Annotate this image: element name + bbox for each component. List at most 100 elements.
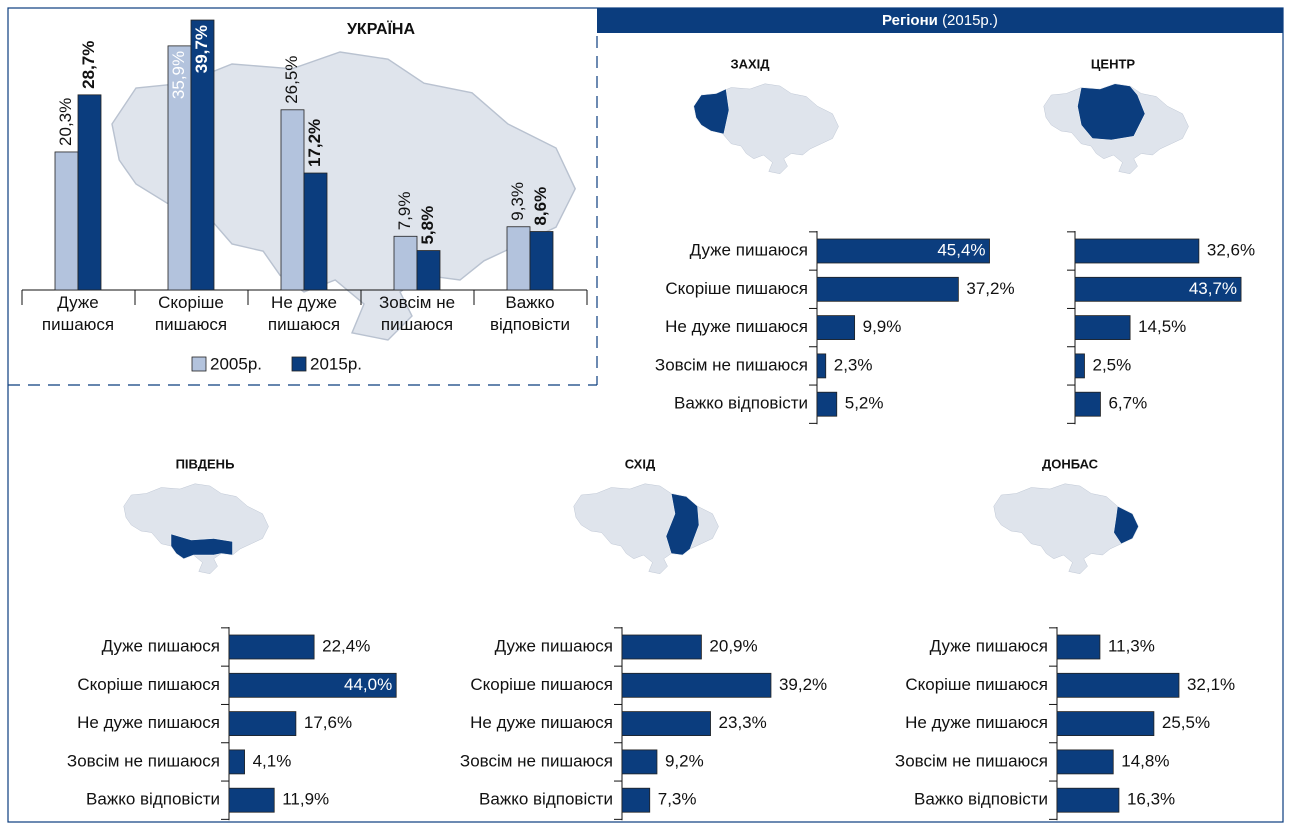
value-label: 11,3% — [1108, 636, 1155, 655]
chart-title: ЗАХІД — [730, 56, 770, 71]
value-label: 45,4% — [937, 240, 985, 259]
value-label: 43,7% — [1189, 279, 1237, 298]
bar — [621, 672, 772, 698]
value-label: 20,3% — [56, 98, 75, 146]
value-label: 2,5% — [1093, 355, 1132, 374]
legend-label: 2005р. — [210, 354, 262, 373]
map-center — [1043, 83, 1189, 175]
category-label: Скоріше пишаюся — [77, 675, 220, 694]
category-label: Скоріше пишаюся — [470, 675, 613, 694]
value-label: 23,3% — [719, 713, 767, 732]
header-subtitle: (2015р.) — [942, 12, 998, 29]
bar — [621, 711, 711, 736]
chart-title: ПІВДЕНЬ — [176, 456, 235, 471]
map-south — [123, 483, 269, 575]
bar — [1074, 315, 1131, 341]
value-label: 9,3% — [508, 182, 527, 221]
bar — [228, 787, 275, 813]
map-donbas — [993, 483, 1139, 575]
value-label: 5,2% — [845, 394, 884, 413]
value-label: 20,9% — [709, 636, 757, 655]
category-label: Дуже пишаюся — [495, 636, 613, 655]
header-bar — [597, 8, 1283, 33]
value-label: 4,1% — [253, 751, 292, 770]
value-label: 35,9% — [169, 51, 188, 99]
x-tick-label: Важко відповісти — [490, 293, 570, 334]
category-label: Важко відповісти — [479, 790, 613, 809]
bar — [816, 353, 827, 379]
value-label: 9,2% — [665, 751, 704, 770]
category-label: Дуже пишаюся — [690, 240, 808, 259]
category-label: Важко відповісти — [914, 790, 1048, 809]
bar — [621, 787, 651, 813]
category-label: Зовсім не пишаюся — [67, 751, 220, 770]
category-label: Зовсім не пишаюся — [895, 751, 1048, 770]
category-label: Зовсім не пишаюся — [460, 751, 613, 770]
value-label: 32,1% — [1187, 675, 1235, 694]
bar — [393, 235, 418, 291]
value-label: 6,7% — [1108, 394, 1147, 413]
category-label: Дуже пишаюся — [102, 636, 220, 655]
value-label: 37,2% — [966, 279, 1014, 298]
bar — [1074, 276, 1242, 302]
x-tick-label: Скоріше пишаюся — [155, 293, 227, 334]
bar — [1056, 711, 1155, 736]
category-label: Важко відповісти — [674, 394, 808, 413]
chart-title: ЦЕНТР — [1091, 56, 1135, 71]
bar — [1074, 353, 1085, 379]
bar — [621, 749, 658, 775]
category-label: Зовсім не пишаюся — [655, 355, 808, 374]
bar — [816, 315, 856, 341]
bar — [280, 109, 305, 291]
bar — [190, 19, 215, 291]
value-label: 26,5% — [282, 56, 301, 104]
legend-label: 2015р. — [310, 354, 362, 373]
value-label: 11,9% — [282, 790, 329, 809]
bar — [54, 151, 79, 291]
category-label: Важко відповісти — [86, 790, 220, 809]
x-tick-label: Не дуже пишаюся — [268, 293, 340, 334]
chart-title: СХІД — [625, 456, 656, 471]
value-label: 14,8% — [1121, 751, 1169, 770]
bar — [816, 276, 959, 302]
bar — [1074, 391, 1101, 417]
bar — [303, 172, 328, 291]
category-label: Не дуже пишаюся — [665, 317, 808, 336]
value-label: 25,5% — [1162, 713, 1210, 732]
category-label: Не дуже пишаюся — [905, 713, 1048, 732]
value-label: 39,7% — [192, 25, 211, 73]
x-tick-label: Дуже пишаюся — [42, 293, 114, 334]
value-label: 2,3% — [834, 355, 873, 374]
legend-swatch — [191, 356, 207, 372]
bar — [816, 391, 838, 417]
value-label: 32,6% — [1207, 240, 1255, 259]
x-tick-label: Зовсім не пишаюся — [379, 293, 455, 334]
bar — [1056, 634, 1101, 660]
bar — [77, 94, 102, 291]
category-label: Не дуже пишаюся — [77, 713, 220, 732]
category-label: Скоріше пишаюся — [665, 279, 808, 298]
category-label: Скоріше пишаюся — [905, 675, 1048, 694]
bar — [1074, 238, 1200, 264]
bar — [228, 634, 315, 660]
value-label: 17,2% — [305, 119, 324, 167]
category-label: Дуже пишаюся — [930, 636, 1048, 655]
value-label: 16,3% — [1127, 790, 1175, 809]
category-label: Не дуже пишаюся — [470, 713, 613, 732]
bar — [228, 672, 397, 698]
map-west — [693, 83, 839, 175]
value-label: 28,7% — [79, 41, 98, 89]
value-label: 5,8% — [418, 206, 437, 245]
value-label: 9,9% — [863, 317, 902, 336]
value-label: 17,6% — [304, 713, 352, 732]
header: Регіони (2015р.) — [882, 12, 998, 29]
chart-title: ДОНБАС — [1042, 456, 1099, 471]
value-label: 22,4% — [322, 636, 370, 655]
bar — [506, 226, 531, 291]
header-title: Регіони — [882, 12, 938, 29]
value-label: 8,6% — [531, 187, 550, 226]
value-label: 7,3% — [658, 790, 697, 809]
bar — [1056, 749, 1114, 775]
legend-swatch — [291, 356, 307, 372]
